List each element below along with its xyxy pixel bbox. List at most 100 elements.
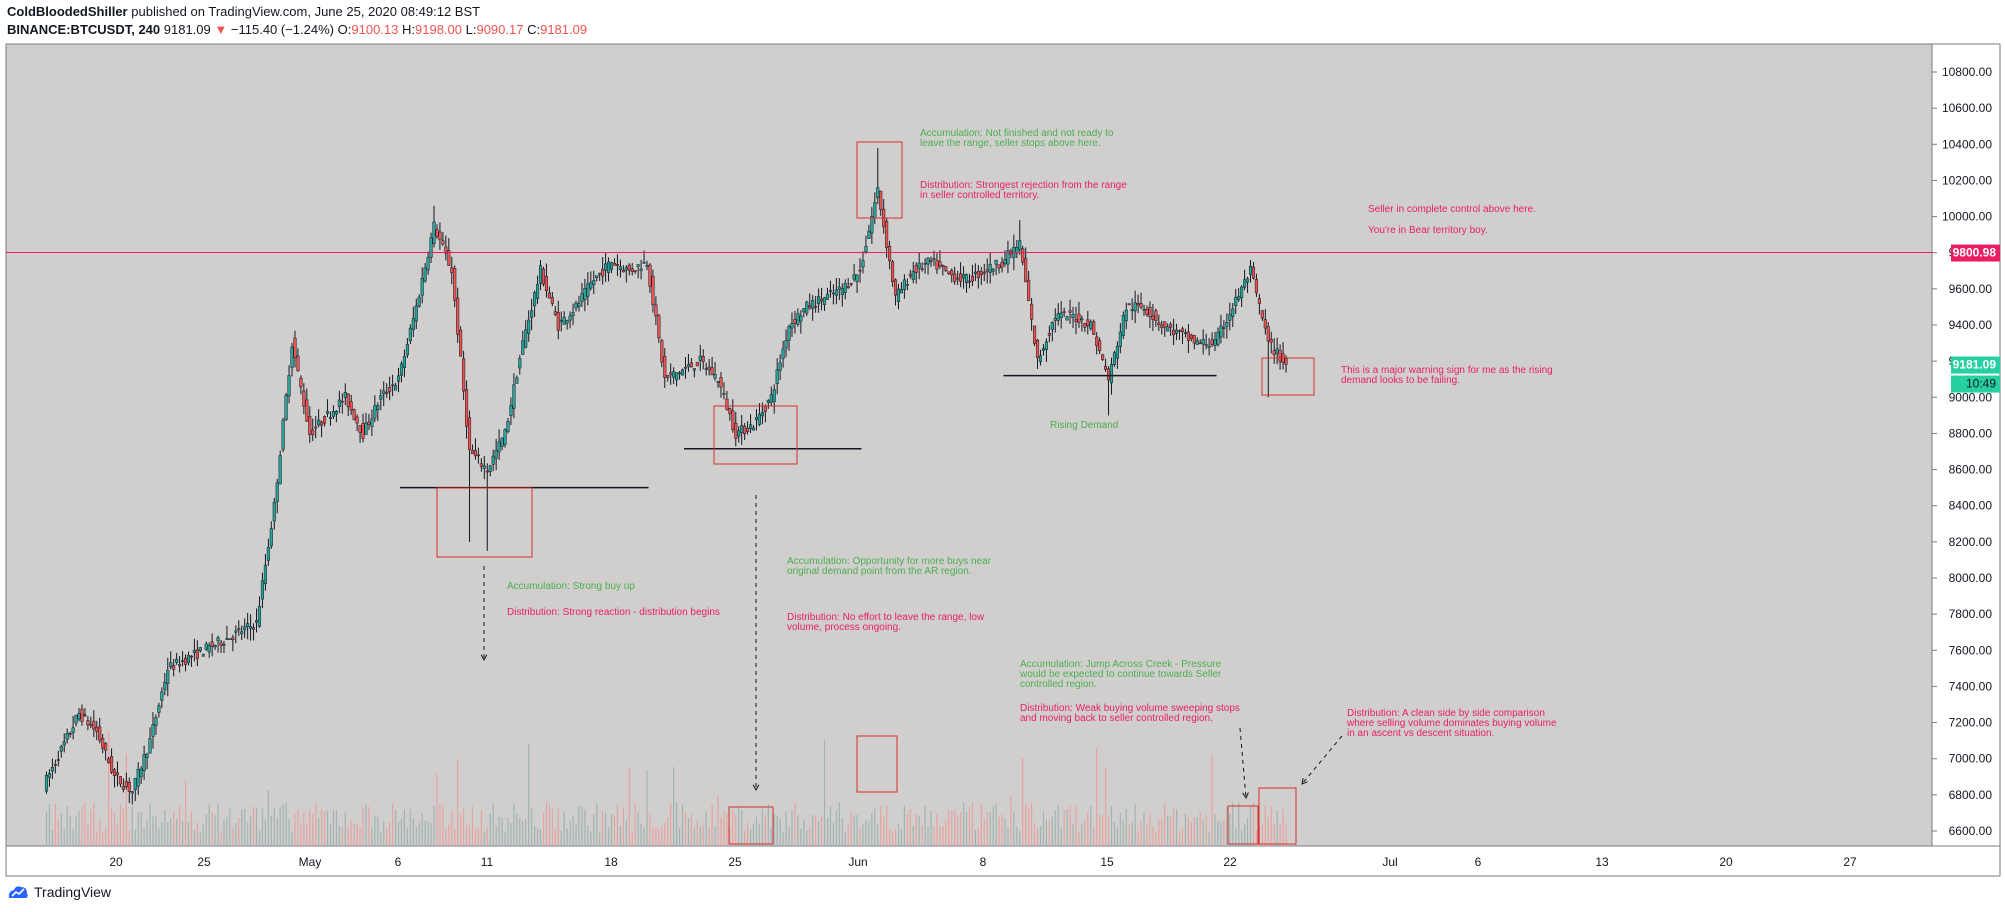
candle-body — [252, 627, 256, 630]
candle-body — [1101, 354, 1105, 360]
candle-body — [808, 305, 812, 309]
x-tick-label: Jun — [848, 855, 867, 869]
candle-body — [858, 269, 862, 272]
candle-body — [343, 392, 347, 398]
x-tick-label: 20 — [109, 855, 123, 869]
candle-body — [607, 261, 611, 273]
y-tick-label: 10000.00 — [1942, 210, 1992, 224]
dashed-arrow-head — [1301, 778, 1308, 785]
candle-body — [825, 293, 830, 300]
candle-body — [686, 364, 690, 368]
brand-label[interactable]: TradingView — [34, 884, 112, 900]
author-name[interactable]: ColdBloodedShiller — [7, 4, 128, 19]
annotation-text: Distribution: Strong reaction - distribu… — [507, 607, 720, 618]
annotation-text: Seller in complete control above here. — [1368, 204, 1536, 215]
candle-body — [110, 756, 114, 773]
candle-body — [1207, 345, 1211, 348]
candle-body — [1154, 310, 1158, 322]
candle-body — [299, 377, 303, 388]
candle-body — [388, 387, 392, 393]
x-tick-label: 20 — [1719, 855, 1733, 869]
candle-body — [1080, 318, 1084, 321]
candle-body — [473, 450, 477, 457]
symbol-name[interactable]: BINANCE:BTCUSDT, 240 — [7, 22, 161, 37]
candle-body — [902, 279, 906, 290]
x-tick-label: May — [299, 855, 322, 869]
candle-body — [645, 265, 649, 267]
candle-body — [740, 425, 744, 434]
annotation-line: Rising Demand — [1050, 420, 1118, 431]
candle-body — [317, 419, 321, 426]
candle-body — [837, 286, 841, 290]
down-arrow-icon: ▼ — [214, 22, 228, 37]
candle-body — [1083, 323, 1087, 328]
candle-body — [769, 394, 773, 403]
candle-body — [793, 319, 797, 324]
candle-body — [160, 691, 164, 701]
candle-body — [189, 655, 193, 658]
annotation-line: demand looks to be failing. — [1341, 375, 1460, 386]
annotation-line: would be expected to continue towards Se… — [1019, 669, 1222, 680]
candle-body — [959, 273, 963, 282]
candle-body — [550, 297, 554, 304]
candle-body — [1246, 278, 1250, 283]
candle-body — [148, 738, 152, 754]
candle-body — [1284, 358, 1288, 365]
candle-body — [178, 664, 182, 667]
candle-body — [814, 306, 818, 308]
annotation-line: Accumulation: Opportunity for more buys … — [787, 556, 992, 567]
candle-body — [1142, 308, 1146, 311]
annotation-line: in seller controlled territory. — [920, 190, 1039, 201]
plot-area[interactable] — [5, 43, 1933, 847]
candle-body — [349, 401, 353, 411]
candle-body — [1106, 368, 1111, 381]
candle-body — [660, 340, 664, 363]
candle-body — [462, 358, 466, 392]
candle-body — [237, 628, 241, 630]
close-value: 9181.09 — [540, 22, 588, 37]
candle-body — [441, 240, 445, 245]
candle-body — [287, 375, 291, 397]
candle-body — [956, 277, 960, 280]
candle-body — [494, 449, 498, 459]
candle-body — [195, 649, 199, 659]
volume-highlight-box — [1258, 787, 1297, 845]
candle-body — [207, 645, 211, 653]
candle-body — [728, 408, 732, 414]
candle-body — [852, 274, 856, 280]
candle-body — [657, 315, 661, 339]
candle-body — [121, 785, 125, 790]
candle-body — [1266, 326, 1270, 342]
publish-info: ColdBloodedShiller published on TradingV… — [7, 4, 480, 19]
candle-body — [263, 564, 267, 584]
candle-body — [497, 441, 501, 453]
y-tick-label: 10200.00 — [1942, 173, 1992, 187]
candle-body — [456, 297, 460, 335]
candle-body — [334, 411, 338, 415]
candle-body — [488, 465, 492, 472]
candle-body — [249, 626, 253, 629]
annotation-text: Distribution: A clean side by side compa… — [1346, 708, 1557, 739]
high-value: 9198.00 — [415, 22, 462, 37]
candle-body — [775, 369, 779, 384]
candle-body — [127, 782, 131, 792]
candle-body — [772, 389, 776, 403]
candle-body — [917, 262, 921, 269]
candle-body — [476, 454, 480, 457]
candle-body — [751, 427, 756, 431]
candle-body — [166, 670, 170, 684]
annotation-text: Accumulation: Opportunity for more buys … — [787, 556, 992, 577]
candle-body — [926, 257, 930, 265]
time-axis[interactable] — [5, 845, 2001, 877]
candle-body — [231, 637, 235, 640]
candle-body — [580, 293, 584, 303]
candle-body — [541, 268, 546, 285]
x-tick-label: 11 — [481, 855, 494, 869]
candle-body — [1210, 339, 1214, 345]
candle-body — [1186, 331, 1190, 341]
volume-highlight-box — [728, 806, 774, 845]
candle-body — [382, 390, 386, 395]
candle-body — [571, 312, 575, 316]
annotation-text: Accumulation: Not finished and not ready… — [920, 128, 1114, 149]
